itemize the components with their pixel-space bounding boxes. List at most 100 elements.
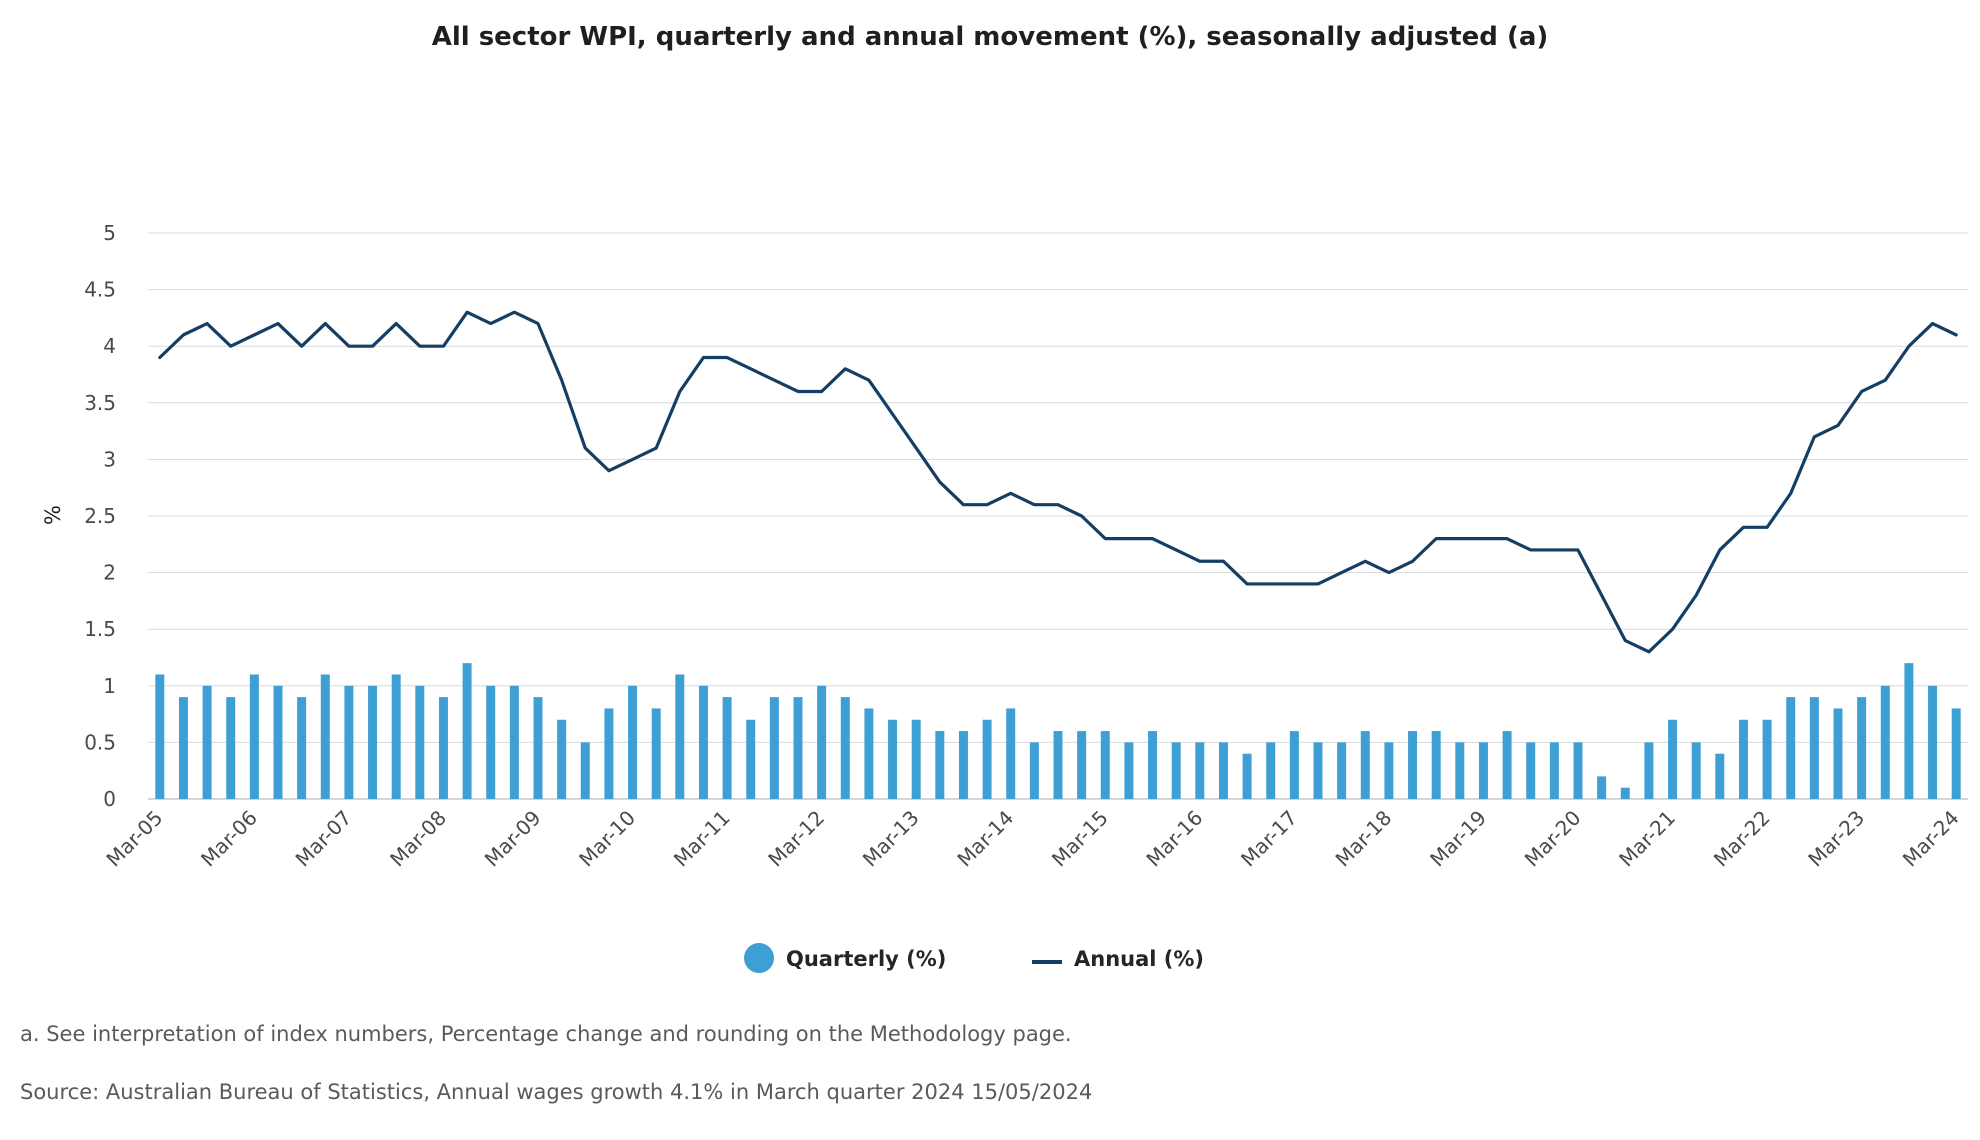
x-tick-label: Mar-17 <box>1236 806 1302 872</box>
legend: Quarterly (%) Annual (%) <box>744 943 1204 973</box>
quarterly-bar <box>1124 742 1134 799</box>
quarterly-bar <box>935 731 945 799</box>
quarterly-bar <box>1029 742 1039 799</box>
quarterly-bar <box>391 674 401 799</box>
x-tick-label: Mar-22 <box>1709 806 1775 872</box>
x-tick-label: Mar-09 <box>480 806 546 872</box>
annual-line <box>158 310 1958 654</box>
quarterly-bar <box>769 697 779 799</box>
quarterly-bar <box>368 685 378 799</box>
quarterly-bar <box>1762 719 1772 799</box>
y-axis-ticks: 0 0.5 1 1.5 2 2.5 3 3.5 4 4.5 5 <box>84 221 116 811</box>
quarterly-bar <box>1360 731 1370 799</box>
y-tick-label: 2 <box>103 561 116 585</box>
y-tick-label: 5 <box>103 221 116 245</box>
x-tick-label: Mar-13 <box>858 806 924 872</box>
y-tick-label: 0 <box>103 787 116 811</box>
quarterly-bar <box>982 719 992 799</box>
legend-annual-label: Annual (%) <box>1074 947 1204 971</box>
quarterly-bar <box>509 685 519 799</box>
quarterly-bar <box>1100 731 1110 799</box>
x-tick-label: Mar-19 <box>1425 806 1491 872</box>
quarterly-bar <box>1455 742 1465 799</box>
y-tick-label: 3.5 <box>84 391 116 415</box>
quarterly-bar <box>462 663 472 799</box>
legend-item-annual[interactable]: Annual (%) <box>1032 947 1204 971</box>
quarterly-bar <box>1573 742 1583 799</box>
legend-item-quarterly[interactable]: Quarterly (%) <box>744 943 946 973</box>
quarterly-bar <box>722 697 732 799</box>
quarterly-bar <box>746 719 756 799</box>
quarterly-bar <box>1171 742 1181 799</box>
x-tick-label: Mar-05 <box>102 806 168 872</box>
x-axis-ticks: Mar-05 Mar-06 Mar-07 Mar-08 Mar-09 Mar-10 Mar-… <box>102 806 1964 872</box>
quarterly-bars <box>155 663 1961 799</box>
quarterly-bar <box>1904 663 1914 799</box>
quarterly-bar <box>1857 697 1867 799</box>
quarterly-bar <box>1668 719 1678 799</box>
y-tick-label: 4 <box>103 334 116 358</box>
x-tick-label: Mar-11 <box>669 806 735 872</box>
quarterly-bar <box>817 685 827 799</box>
quarterly-bar <box>888 719 898 799</box>
quarterly-bar <box>202 685 212 799</box>
quarterly-bar <box>1148 731 1158 799</box>
y-tick-label: 3 <box>103 447 116 471</box>
quarterly-bar <box>1218 742 1228 799</box>
y-tick-label: 4.5 <box>84 278 116 302</box>
quarterly-bar <box>273 685 283 799</box>
quarterly-bar <box>155 674 165 799</box>
chart-title: All sector WPI, quarterly and annual mov… <box>431 22 1549 52</box>
quarterly-bar <box>320 674 330 799</box>
quarterly-bar <box>628 685 638 799</box>
quarterly-bar <box>1408 731 1418 799</box>
footnote: a. See interpretation of index numbers, … <box>20 1022 1072 1046</box>
quarterly-bar <box>1077 731 1087 799</box>
quarterly-bar <box>675 674 685 799</box>
legend-quarterly-swatch <box>744 943 774 973</box>
quarterly-bar <box>1053 731 1063 799</box>
quarterly-bar <box>1786 697 1796 799</box>
quarterly-bar <box>1502 731 1512 799</box>
quarterly-bar <box>178 697 188 799</box>
quarterly-bar <box>604 708 614 799</box>
x-tick-label: Mar-08 <box>385 806 451 872</box>
quarterly-bar <box>1242 753 1252 799</box>
y-tick-label: 1.5 <box>84 617 116 641</box>
quarterly-bar <box>864 708 874 799</box>
quarterly-bar <box>1951 708 1961 799</box>
quarterly-bar <box>1337 742 1347 799</box>
quarterly-bar <box>1431 731 1441 799</box>
quarterly-bar <box>1195 742 1205 799</box>
quarterly-bar <box>1620 787 1630 799</box>
quarterly-bar <box>840 697 850 799</box>
y-tick-label: 2.5 <box>84 504 116 528</box>
quarterly-bar <box>911 719 921 799</box>
quarterly-bar <box>1549 742 1559 799</box>
quarterly-bar <box>698 685 708 799</box>
quarterly-bar <box>1715 753 1725 799</box>
quarterly-bar <box>1526 742 1536 799</box>
quarterly-bar <box>415 685 425 799</box>
x-tick-label: Mar-18 <box>1331 806 1397 872</box>
quarterly-bar <box>1691 742 1701 799</box>
x-tick-label: Mar-07 <box>291 806 357 872</box>
x-tick-label: Mar-21 <box>1614 806 1680 872</box>
legend-quarterly-label: Quarterly (%) <box>786 947 946 971</box>
x-tick-label: Mar-15 <box>1047 806 1113 872</box>
quarterly-bar <box>1809 697 1819 799</box>
quarterly-bar <box>486 685 496 799</box>
quarterly-bar <box>651 708 661 799</box>
quarterly-bar <box>438 697 448 799</box>
quarterly-bar <box>226 697 236 799</box>
quarterly-bar <box>1289 731 1299 799</box>
quarterly-bar <box>249 674 259 799</box>
x-tick-label: Mar-10 <box>574 806 640 872</box>
x-tick-label: Mar-14 <box>952 806 1018 872</box>
quarterly-bar <box>344 685 354 799</box>
quarterly-bar <box>557 719 567 799</box>
quarterly-bar <box>1266 742 1276 799</box>
x-tick-label: Mar-06 <box>196 806 262 872</box>
quarterly-bar <box>1313 742 1323 799</box>
